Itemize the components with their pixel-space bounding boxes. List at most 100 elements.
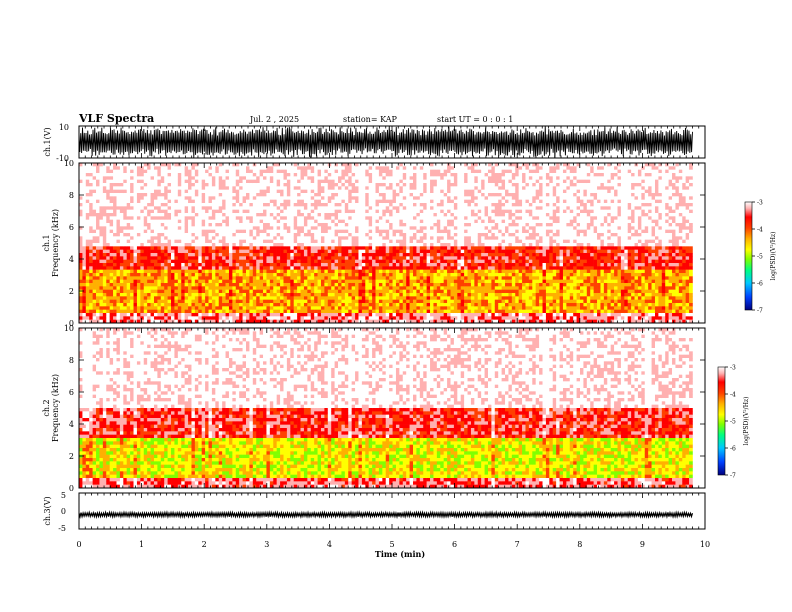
spectrogram-cell — [79, 249, 83, 254]
spectrogram-cell — [208, 286, 213, 290]
spectrogram-cell — [303, 263, 308, 267]
spectrogram-cell — [106, 239, 110, 244]
spectrogram-cell — [348, 189, 352, 194]
spectrogram-cell — [324, 246, 329, 250]
spectrogram-cell — [409, 279, 414, 284]
spectrogram-cell — [423, 319, 427, 324]
spectrogram-cell — [130, 169, 134, 174]
spectrogram-cell — [399, 199, 404, 204]
spectrogram-cell — [419, 253, 424, 257]
spectrogram-cell — [106, 189, 110, 194]
spectrogram-cell — [368, 216, 373, 220]
spectrogram-cell — [164, 219, 168, 224]
spectrogram-cell — [140, 273, 145, 277]
spectrogram-cell — [160, 173, 165, 177]
spectrogram-cell — [293, 256, 298, 260]
spectrogram-cell — [181, 216, 185, 220]
spectrogram-cell — [150, 249, 155, 254]
spectrogram-cell — [402, 236, 407, 240]
spectrogram-cell — [307, 299, 312, 304]
spectrogram-cell — [96, 203, 100, 207]
spectrogram-cell — [419, 266, 424, 270]
spectrogram-cell — [348, 309, 352, 314]
spectrogram-cell — [256, 296, 260, 300]
spectrogram-cell — [96, 176, 100, 180]
spectrogram-cell — [286, 189, 291, 194]
spectrogram-cell — [320, 186, 325, 190]
spectrogram-cell — [249, 296, 254, 300]
spectrogram-cell — [218, 276, 223, 280]
spectrogram-cell — [198, 289, 202, 294]
spectrogram-cell — [283, 286, 288, 290]
spectrogram-cell — [126, 286, 131, 290]
spectrogram-cell — [416, 239, 421, 244]
spectrogram-cell — [222, 223, 226, 227]
spectrogram-cell — [201, 276, 206, 280]
spectrogram-cell — [150, 279, 155, 284]
spectrogram-cell — [256, 239, 260, 244]
spectrogram-cell — [351, 273, 356, 277]
spectrogram-cell — [378, 179, 383, 184]
spectrogram-cell — [242, 259, 247, 264]
spectrogram-cell — [310, 236, 315, 240]
spectrogram-cell — [259, 196, 264, 200]
spectrogram-cell — [406, 166, 410, 170]
spectrogram-cell — [341, 256, 346, 260]
spectrogram-cell — [249, 206, 254, 210]
spectrogram-cell — [143, 243, 148, 247]
spectrogram-cell — [211, 189, 216, 194]
spectrogram-cell — [327, 236, 332, 240]
spectrogram-cell — [174, 296, 179, 300]
spectrogram-cell — [351, 309, 356, 314]
spectrogram-cell — [211, 319, 216, 324]
spectrogram-cell — [198, 273, 202, 277]
spectrogram-cell — [331, 253, 335, 257]
spectrogram-cell — [266, 303, 271, 307]
spectrogram-cell — [344, 189, 349, 194]
spectrogram-cell — [276, 253, 281, 257]
spectrogram-cell — [259, 279, 264, 284]
spectrogram-cell — [378, 249, 383, 254]
spectrogram-cell — [82, 186, 87, 190]
spectrogram-cell — [130, 173, 134, 177]
spectrogram-cell — [365, 299, 369, 304]
spectrogram-cell — [191, 226, 196, 230]
spectrogram-cell — [167, 196, 172, 200]
spectrogram-cell — [96, 303, 100, 307]
spectrogram-cell — [372, 303, 376, 307]
spectrogram-cell — [85, 213, 90, 217]
spectrogram-cell — [419, 186, 424, 190]
spectrogram-cell — [303, 266, 308, 270]
spectrogram-cell — [310, 183, 315, 187]
spectrogram-cell — [239, 309, 243, 314]
spectrogram-cell — [355, 216, 359, 220]
spectrogram-cell — [341, 216, 346, 220]
spectrogram-cell — [92, 316, 97, 320]
spectrogram-cell — [102, 169, 107, 174]
spectrogram-cell — [136, 223, 141, 227]
spectrogram-cell — [130, 216, 134, 220]
spectrogram-cell — [355, 236, 359, 240]
spectrogram-cell — [358, 209, 363, 214]
spectrogram-cell — [116, 253, 121, 257]
spectrogram-cell — [201, 253, 206, 257]
spectrogram-cell — [372, 173, 376, 177]
spectrogram-cell — [406, 176, 410, 180]
spectrogram-cell — [351, 166, 356, 170]
spectrogram-cell — [126, 269, 131, 274]
spectrogram-cell — [375, 223, 380, 227]
spectrogram-cell — [130, 166, 134, 170]
spectrogram-cell — [79, 219, 83, 224]
spectrogram-cell — [392, 163, 397, 167]
spectrogram-cell — [334, 283, 339, 287]
spectrogram-cell — [399, 233, 404, 237]
spectrogram-cell — [153, 299, 158, 304]
spectrogram-cell — [276, 209, 281, 214]
spectrogram-cell — [113, 266, 117, 270]
spectrogram-cell — [389, 276, 393, 280]
spectrogram-cell — [198, 259, 202, 264]
spectrogram-cell — [205, 233, 209, 237]
spectrogram-cell — [188, 243, 192, 247]
spectrogram-cell — [215, 183, 220, 187]
spectrogram-cell — [249, 223, 254, 227]
